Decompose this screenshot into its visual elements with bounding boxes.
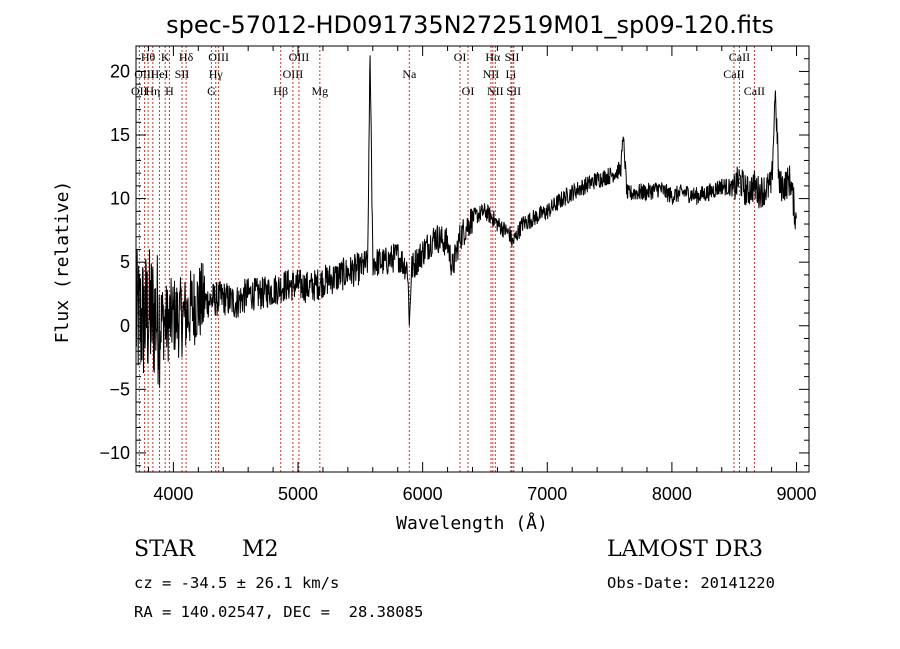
spectral-line-label: OII xyxy=(131,84,148,98)
x-tick-label: 9000 xyxy=(777,484,817,504)
spectral-line-label: OIII xyxy=(208,50,229,64)
spectral-line-label: Li xyxy=(506,67,517,81)
object-class: STAR xyxy=(134,537,195,562)
x-tick-label: 6000 xyxy=(403,484,443,504)
spectral-line-label: OIII xyxy=(289,50,310,64)
spectral-line-markers xyxy=(138,46,755,472)
spectral-line-label: OIII xyxy=(283,67,304,81)
y-axis-label: Flux (relative) xyxy=(52,181,73,344)
spectral-line-label: HeI xyxy=(151,67,169,81)
plot-frame xyxy=(135,45,810,473)
spectral-line-label: Hβ xyxy=(273,84,288,98)
x-tick-label: 7000 xyxy=(527,484,567,504)
y-tick-label: 15 xyxy=(110,125,130,145)
spectral-line-label: G xyxy=(207,84,216,98)
x-tick-label: 8000 xyxy=(652,484,692,504)
y-tick-label: 20 xyxy=(110,61,130,81)
spectral-line-label: Hθ xyxy=(141,50,156,64)
spectral-line-label: K xyxy=(161,50,170,64)
spectral-line-label: Hα xyxy=(485,50,501,64)
spectral-line-label: H xyxy=(165,84,174,98)
y-tick-label: −5 xyxy=(109,379,130,399)
spectral-line-label: OI xyxy=(454,50,467,64)
flux-series-line xyxy=(135,55,797,388)
x-tick-label: 5000 xyxy=(278,484,318,504)
spectral-line-label: Hδ xyxy=(179,50,194,64)
spectral-line-label: SII xyxy=(505,50,520,64)
object-subclass: M2 xyxy=(242,537,279,562)
spectral-line-label: NII xyxy=(483,67,500,81)
spectral-line-label: CaII xyxy=(744,84,765,98)
chart-title: spec-57012-HD091735N272519M01_sp09-120.f… xyxy=(166,11,774,39)
redshift-text: cz = -34.5 ± 26.1 km/s xyxy=(134,574,340,592)
x-axis-label: Wavelength (Å) xyxy=(396,512,548,534)
y-tick-label: 0 xyxy=(120,316,130,336)
x-tick-label: 4000 xyxy=(153,484,193,504)
spectral-line-label: SII xyxy=(506,84,521,98)
y-tick-label: −10 xyxy=(99,443,130,463)
obs-date: Obs-Date: 20141220 xyxy=(607,574,775,592)
spectral-line-label: CaII xyxy=(723,67,744,81)
spectral-line-label: OIII xyxy=(134,67,155,81)
spectral-line-label: Hγ xyxy=(209,67,224,81)
spectral-line-label: Hη xyxy=(145,84,160,98)
coordinates-text: RA = 140.02547, DEC = 28.38085 xyxy=(134,603,424,621)
spectral-line-label: SII xyxy=(175,67,190,81)
spectral-line-label: Na xyxy=(402,67,417,81)
spectral-line-label: CaII xyxy=(729,50,750,64)
spectral-line-label: NII xyxy=(487,84,504,98)
y-tick-label: 5 xyxy=(120,252,130,272)
spectral-line-label: OI xyxy=(462,84,475,98)
spectral-line-label: Mg xyxy=(311,84,328,98)
survey-name: LAMOST DR3 xyxy=(607,537,763,562)
axis-ticks: 4000 5000 6000 7000 8000 9000 −10 −5 0 5 10 15 20 xyxy=(99,46,817,504)
y-tick-label: 10 xyxy=(110,189,130,209)
